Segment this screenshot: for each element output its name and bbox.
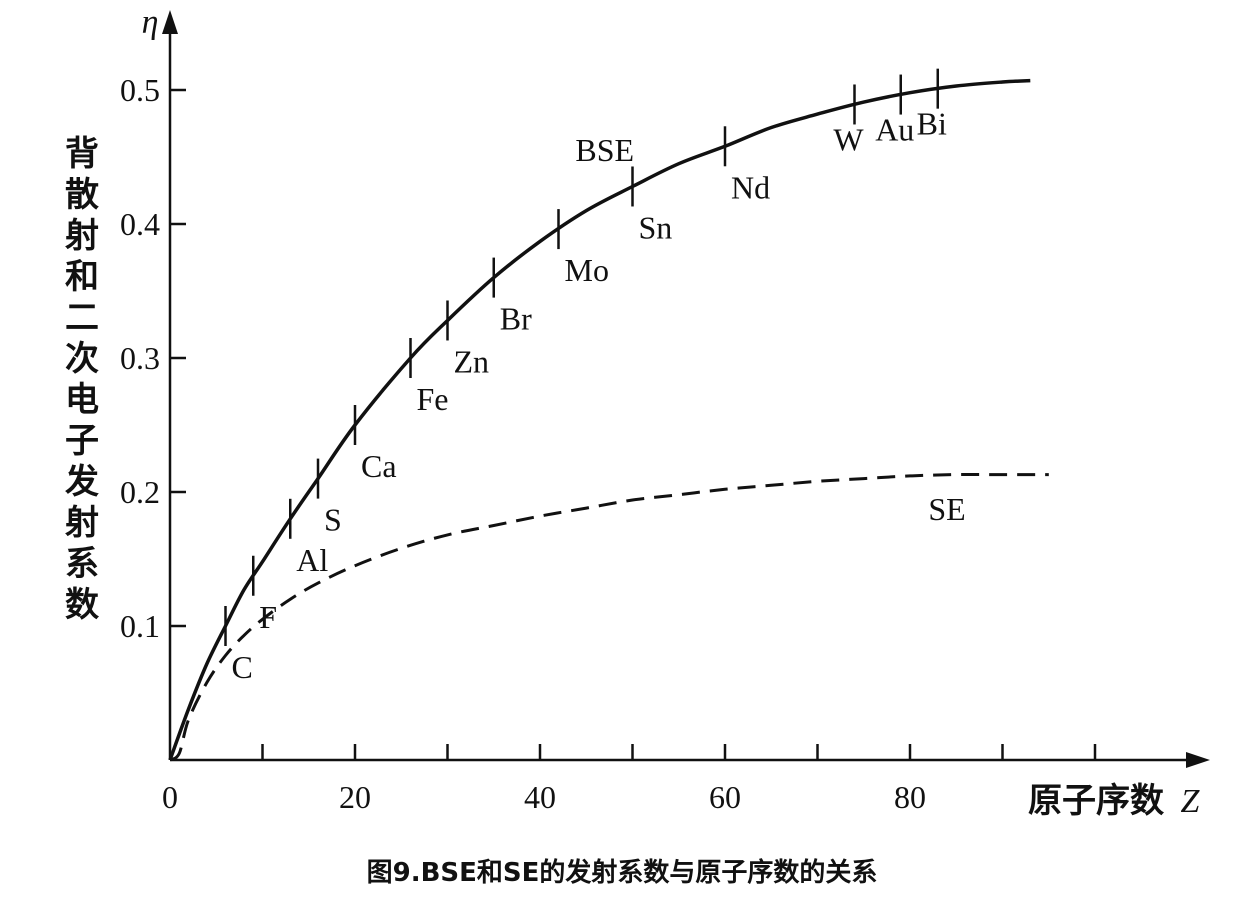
y-axis-label-char: 系 bbox=[65, 544, 99, 584]
y-axis-label-char: 次 bbox=[65, 339, 99, 379]
y-axis-label-char: 数 bbox=[65, 585, 99, 625]
y-axis-label: 背散射和二次电子发射系数 bbox=[65, 134, 99, 625]
bse-line bbox=[168, 78, 1031, 761]
y-axis-label-char: 散 bbox=[65, 175, 99, 215]
x-tick-label: 60 bbox=[709, 779, 741, 815]
x-axis-label: 原子序数 bbox=[1028, 781, 1164, 821]
se-series-label: SE bbox=[928, 491, 965, 527]
y-axis-label-char: 射 bbox=[65, 503, 99, 543]
y-ticks bbox=[170, 88, 186, 628]
y-tick-label: 0.3 bbox=[120, 340, 160, 376]
element-label-sn: Sn bbox=[639, 209, 673, 245]
x-tick-label: 40 bbox=[524, 779, 556, 815]
element-label-fe: Fe bbox=[417, 381, 449, 417]
x-axis-symbol: Z bbox=[1181, 783, 1201, 820]
y-axis-label-char: 背 bbox=[65, 134, 99, 174]
y-axis-label-char: 和 bbox=[65, 257, 99, 297]
figure-caption: 图9.BSE和SE的发射系数与原子序数的关系 bbox=[366, 858, 878, 888]
x-ticks bbox=[261, 744, 1097, 760]
element-label-nd: Nd bbox=[731, 169, 770, 205]
series-lines bbox=[168, 78, 1049, 762]
element-label-mo: Mo bbox=[565, 252, 609, 288]
x-axis-arrow bbox=[1186, 752, 1210, 768]
element-label-br: Br bbox=[500, 301, 532, 337]
series-labels: BSE SE bbox=[575, 132, 965, 527]
element-label-bi: Bi bbox=[917, 106, 947, 142]
element-label-c: C bbox=[232, 649, 253, 685]
element-label-au: Au bbox=[875, 112, 914, 148]
y-tick-label: 0.2 bbox=[120, 474, 160, 510]
y-axis-label-char: 发 bbox=[65, 462, 99, 502]
y-axis-label-char: 电 bbox=[65, 380, 99, 420]
element-label-f: F bbox=[259, 599, 277, 635]
x-tick-labels: 0 20 40 60 80 bbox=[162, 779, 926, 815]
y-tick-label: 0.4 bbox=[120, 206, 160, 242]
x-tick-label: 80 bbox=[894, 779, 926, 815]
y-tick-labels: 0.1 0.2 0.3 0.4 0.5 bbox=[120, 72, 160, 644]
bse-series-label: BSE bbox=[575, 132, 634, 168]
element-label-al: Al bbox=[296, 542, 328, 578]
element-label-s: S bbox=[324, 502, 342, 538]
x-tick-label: 0 bbox=[162, 779, 178, 815]
y-tick-label: 0.5 bbox=[120, 72, 160, 108]
element-label-ca: Ca bbox=[361, 448, 397, 484]
y-axis-arrow bbox=[162, 10, 178, 34]
element-label-w: W bbox=[833, 121, 864, 157]
y-axis-label-char: 二 bbox=[65, 298, 99, 338]
element-label-zn: Zn bbox=[454, 343, 490, 379]
x-tick-label: 20 bbox=[339, 779, 371, 815]
axes bbox=[162, 10, 1210, 768]
y-tick-label: 0.1 bbox=[120, 608, 160, 644]
se-line bbox=[169, 473, 1049, 762]
y-axis-label-char: 子 bbox=[65, 421, 99, 461]
y-axis-label-char: 射 bbox=[65, 216, 99, 256]
y-axis-symbol: η bbox=[142, 4, 159, 41]
